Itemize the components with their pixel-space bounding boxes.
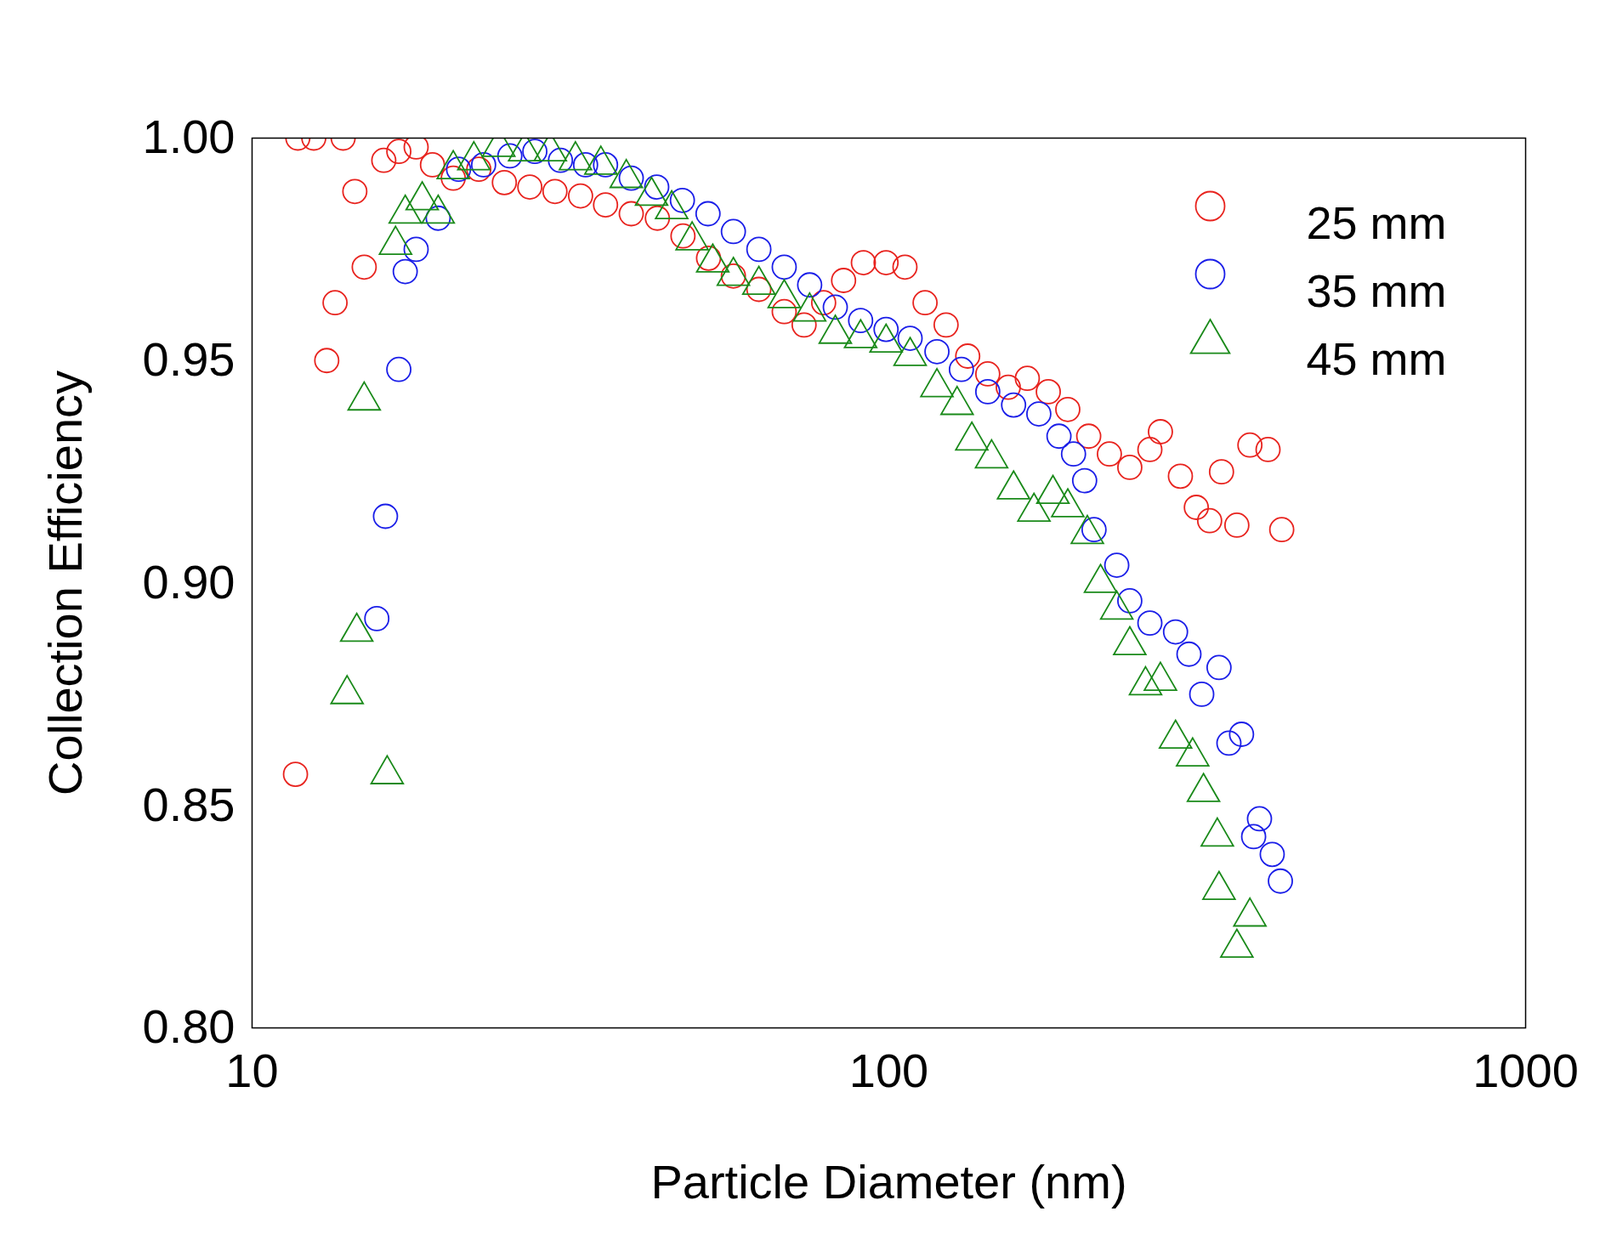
svg-text:0.90: 0.90 — [142, 555, 236, 609]
svg-text:45 mm: 45 mm — [1306, 333, 1447, 385]
svg-text:35 mm: 35 mm — [1306, 265, 1447, 317]
svg-text:Collection Efficiency: Collection Efficiency — [38, 370, 92, 796]
svg-text:1000: 1000 — [1472, 1043, 1579, 1098]
svg-text:Particle Diameter (nm): Particle Diameter (nm) — [650, 1155, 1127, 1209]
svg-text:10: 10 — [225, 1043, 279, 1098]
svg-text:25 mm: 25 mm — [1306, 197, 1447, 249]
svg-text:0.95: 0.95 — [142, 332, 236, 386]
svg-text:0.85: 0.85 — [142, 777, 236, 832]
svg-text:0.80: 0.80 — [142, 999, 236, 1054]
svg-text:100: 100 — [849, 1043, 929, 1098]
svg-text:1.00: 1.00 — [142, 109, 236, 164]
